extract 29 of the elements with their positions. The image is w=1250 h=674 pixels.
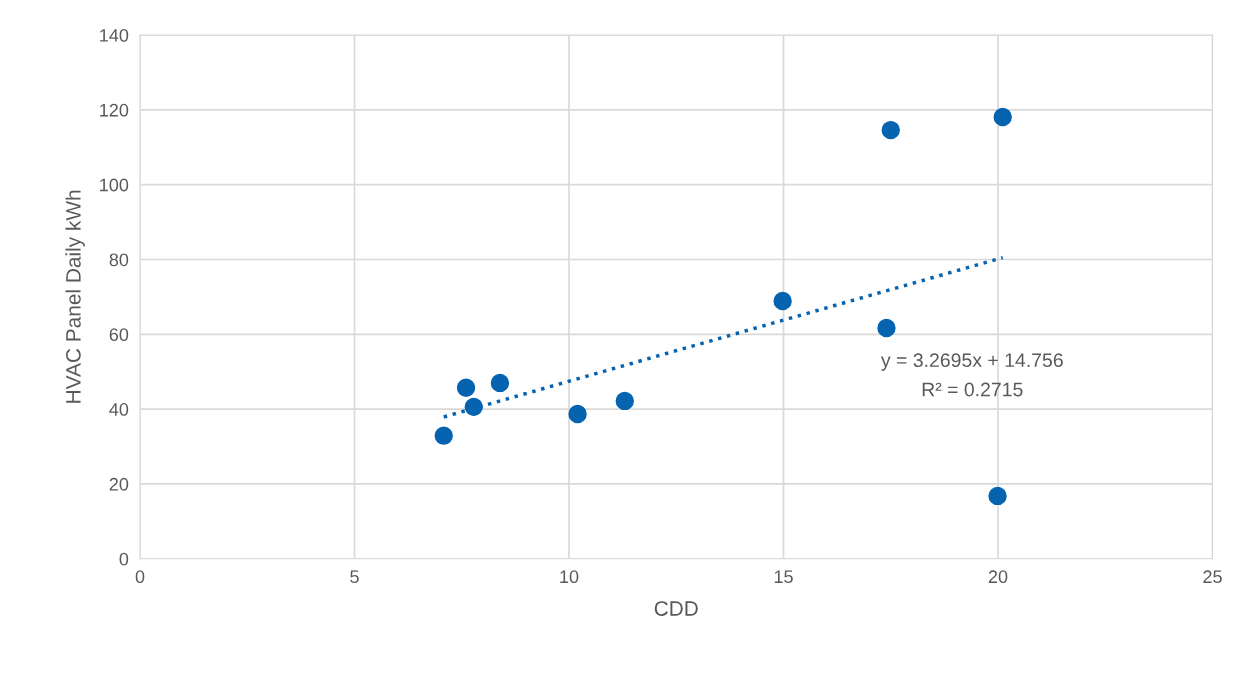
x-tick-label: 5 <box>350 570 359 584</box>
y-tick-label: 0 <box>119 552 129 566</box>
point <box>988 486 1007 506</box>
y-tick-label: 40 <box>109 403 129 416</box>
annotation: y = 3.2695x + 14.756 <box>880 353 1063 371</box>
point <box>881 120 900 140</box>
point <box>490 373 510 393</box>
x-tick-label: 15 <box>774 570 793 584</box>
annotation: R² = 0.2715 <box>922 382 1023 397</box>
point <box>434 426 453 445</box>
x-tick-label: 20 <box>988 570 1008 584</box>
y-tick-label: 140 <box>100 28 129 42</box>
x-tick-label: 25 <box>1203 570 1222 584</box>
y-tick-label: 100 <box>100 178 129 192</box>
x-axis-title: CDD <box>654 601 698 616</box>
point <box>464 397 483 417</box>
point <box>615 391 634 411</box>
point <box>773 291 792 311</box>
point <box>456 378 476 397</box>
point <box>877 318 896 338</box>
y-axis-title: HVAC Panel Daily kWh <box>65 190 85 403</box>
x-tick-label: 10 <box>560 570 579 584</box>
y-tick-label: 80 <box>109 253 129 267</box>
y-tick-label: 120 <box>100 103 129 117</box>
point <box>568 404 587 424</box>
y-tick-label: 60 <box>109 328 129 342</box>
x-tick-label: 0 <box>135 570 145 584</box>
y-tick-label: 20 <box>109 477 129 491</box>
point <box>993 107 1012 127</box>
